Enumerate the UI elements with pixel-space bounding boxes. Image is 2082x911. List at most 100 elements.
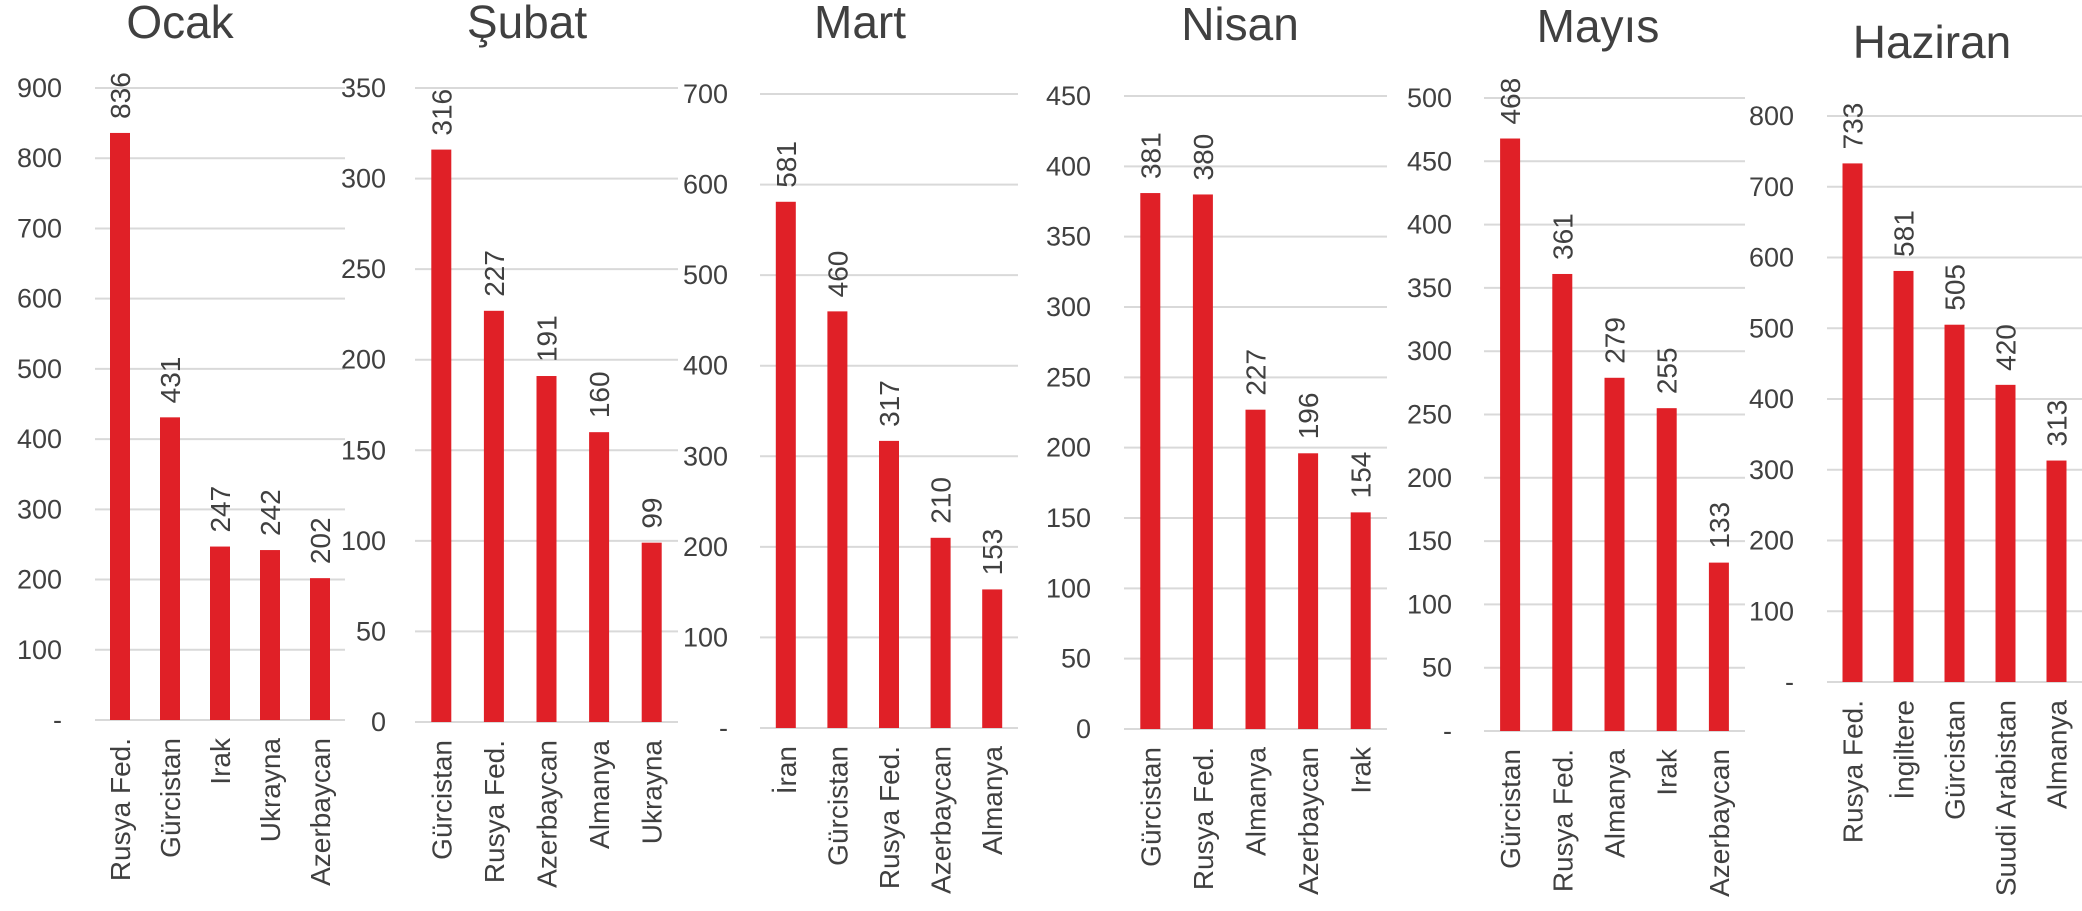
category-label: Azerbaycan [532, 740, 563, 888]
data-label: 505 [1940, 264, 1971, 311]
bar [1500, 138, 1521, 732]
category-label: Almanya [2042, 700, 2073, 809]
category-label: Rusya Fed. [874, 746, 905, 889]
category-label: Gürcistan [1495, 749, 1526, 869]
data-label: 242 [255, 489, 286, 536]
data-label: 431 [155, 357, 186, 404]
data-label: 316 [426, 89, 457, 136]
y-tick-label: 100 [1749, 596, 1794, 626]
category-label: Rusya Fed. [1838, 700, 1869, 843]
bar [879, 440, 899, 728]
category-label: Gürcistan [1135, 747, 1166, 867]
y-tick-label: 400 [683, 351, 728, 381]
category-label: Rusya Fed. [105, 738, 136, 881]
category-label: Rusya Fed. [479, 740, 510, 883]
bar [1604, 377, 1625, 731]
category-label: Almanya [584, 740, 615, 849]
category-label: Azerbaycan [1704, 749, 1735, 897]
y-tick-label: 600 [683, 170, 728, 200]
y-tick-label: 200 [683, 532, 728, 562]
y-tick-label: 250 [341, 254, 386, 284]
y-tick-label: 400 [1046, 151, 1091, 181]
category-label: Gürcistan [426, 740, 457, 860]
y-tick-label: 700 [17, 213, 62, 243]
category-label: Irak [205, 737, 236, 785]
data-label: 468 [1495, 78, 1526, 125]
data-label: 202 [305, 517, 336, 564]
bar [930, 537, 951, 728]
y-tick-label: 300 [17, 494, 62, 524]
chart-panel-6: Haziran - 100 200 300 400 500 600 700 800 733 Rusya… [1749, 16, 2082, 896]
category-label: Gürcistan [155, 738, 186, 858]
y-tick-label: 800 [1749, 101, 1794, 131]
bar [1944, 324, 1965, 682]
y-tick-label: 450 [1407, 146, 1452, 176]
y-tick-label: 200 [1407, 463, 1452, 493]
y-tick-label: - [1785, 667, 1794, 697]
chart-title: Ocak [126, 0, 234, 48]
y-tick-label: 500 [1749, 313, 1794, 343]
y-tick-label: 700 [683, 79, 728, 109]
y-tick-label: 100 [683, 622, 728, 652]
data-label: 227 [1241, 349, 1272, 396]
y-tick-label: 350 [1407, 273, 1452, 303]
data-label: 836 [105, 72, 136, 119]
chart-panel-4: Nisan 0 50 100 150 200 250 300 350 400 450 381 Gürci… [1046, 0, 1387, 895]
y-tick-label: 300 [1407, 336, 1452, 366]
category-label: Almanya [977, 746, 1008, 855]
y-tick-label: 800 [17, 143, 62, 173]
data-label: 733 [1838, 103, 1869, 150]
chart-title: Mayıs [1537, 0, 1660, 52]
y-tick-label: 150 [1046, 503, 1091, 533]
bar [1350, 512, 1371, 729]
chart-panel-1: Ocak - 100 200 300 400 500 600 700 800 900 836 Rusya… [17, 0, 345, 886]
chart-title: Mart [814, 0, 906, 48]
y-tick-label: 50 [1422, 653, 1452, 683]
data-label: 381 [1135, 132, 1166, 179]
y-tick-label: 700 [1749, 172, 1794, 202]
data-label: 227 [479, 250, 510, 297]
y-tick-label: 500 [683, 260, 728, 290]
y-tick-label: 500 [17, 354, 62, 384]
y-tick-label: 300 [683, 441, 728, 471]
category-label: Gürcistan [1940, 700, 1971, 820]
y-tick-label: 350 [341, 73, 386, 103]
y-tick-label: 250 [1046, 362, 1091, 392]
data-label: 313 [2042, 400, 2073, 447]
chart-panel-3: Mart - 100 200 300 400 500 600 700 581 İran 460 Gürc… [683, 0, 1018, 894]
bar [431, 149, 452, 723]
bar [982, 589, 1003, 728]
data-label: 581 [1889, 210, 1920, 257]
y-tick-label: 200 [1749, 526, 1794, 556]
bar [1298, 453, 1319, 729]
bar [1192, 194, 1213, 729]
y-tick-label: 50 [1061, 644, 1091, 674]
y-tick-label: 600 [1749, 243, 1794, 273]
bar [1245, 409, 1266, 729]
bar [310, 578, 330, 720]
chart-panel-5: Mayıs - 50 100 150 200 250 300 350 400 450 500 468 Gü… [1407, 0, 1745, 897]
y-tick-label: 150 [1407, 526, 1452, 556]
bar [589, 432, 610, 722]
data-label: 255 [1652, 347, 1683, 394]
data-label: 99 [637, 498, 668, 529]
y-tick-label: 400 [1749, 384, 1794, 414]
bar [1552, 273, 1573, 731]
category-label: Azerbaycan [1293, 747, 1324, 895]
y-tick-label: - [719, 713, 728, 743]
y-tick-label: 250 [1407, 400, 1452, 430]
data-label: 460 [822, 251, 853, 298]
bar [483, 310, 504, 722]
chart-title: Haziran [1853, 16, 2012, 68]
y-tick-label: 900 [17, 73, 62, 103]
y-tick-label: 200 [17, 565, 62, 595]
bar [1656, 408, 1677, 731]
chart-title: Nisan [1181, 0, 1299, 50]
y-tick-label: 400 [1407, 210, 1452, 240]
category-label: İngiltere [1889, 700, 1920, 800]
bar [260, 550, 280, 720]
category-label: Suudi Arabistan [1991, 700, 2022, 896]
bar [160, 417, 180, 720]
data-label: 420 [1991, 324, 2022, 371]
